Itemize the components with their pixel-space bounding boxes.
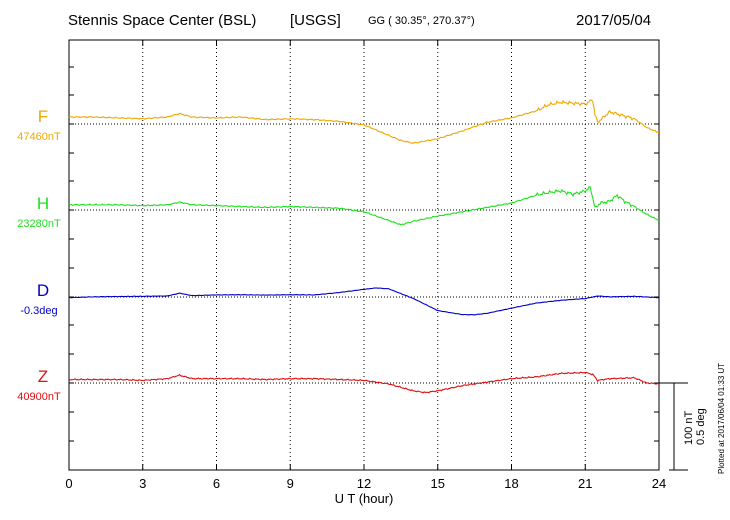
- x-tick-label: 3: [139, 476, 146, 491]
- label-h: H: [36, 194, 50, 213]
- x-tick-label: 21: [578, 476, 592, 491]
- x-tick-label: 9: [287, 476, 294, 491]
- x-tick-label: 12: [357, 476, 371, 491]
- scale-nt-label: 100 nT: [683, 410, 695, 445]
- x-axis-title: U T (hour): [335, 491, 394, 506]
- series-line-h: [68, 186, 660, 226]
- plot-date: 2017/05/04: [576, 12, 652, 29]
- agency-tag: [USGS]: [290, 12, 341, 29]
- x-tick-label: 15: [431, 476, 445, 491]
- baseline-h: 23280nT: [17, 218, 61, 230]
- plotted-at-note: Plotted at 2017/06/04 01:33 UT: [717, 363, 726, 474]
- label-f: F: [37, 107, 49, 126]
- x-tick-label: 0: [65, 476, 72, 491]
- geo-coords: GG ( 30.35°, 270.37°): [368, 15, 475, 27]
- series-line-f: [68, 99, 660, 145]
- baseline-d: -0.3deg: [20, 305, 58, 317]
- label-z: Z: [37, 367, 49, 386]
- x-tick-label: 18: [504, 476, 518, 491]
- scale-deg-label: 0.5 deg: [695, 408, 707, 445]
- series-line-d: [68, 287, 659, 316]
- x-tick-label: 6: [213, 476, 220, 491]
- label-d: D: [36, 281, 50, 300]
- baseline-z: 40900nT: [17, 391, 61, 403]
- x-tick-label: 24: [652, 476, 666, 491]
- series-line-z: [68, 371, 660, 394]
- station-title: Stennis Space Center (BSL): [68, 12, 257, 29]
- baseline-f: 47460nT: [17, 131, 61, 143]
